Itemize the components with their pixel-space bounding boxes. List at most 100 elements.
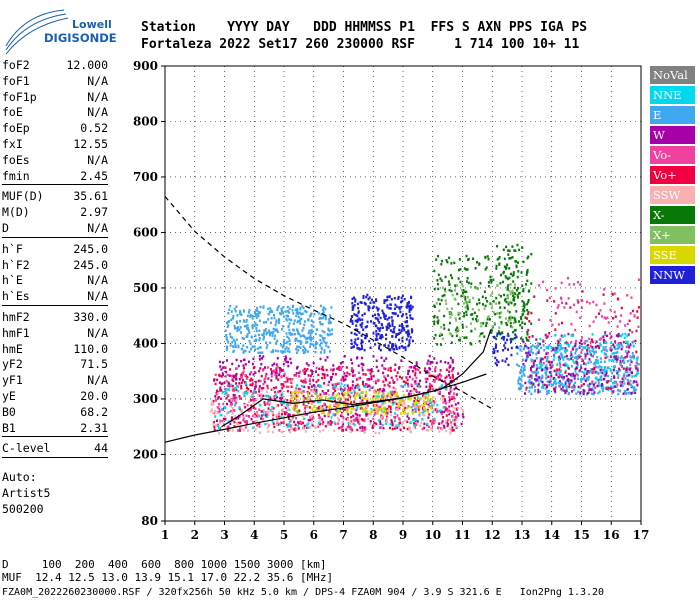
echo-point (402, 399, 405, 402)
echo-point (581, 348, 584, 352)
echo-point (546, 359, 549, 363)
param-value: 245.0 (73, 257, 108, 272)
echo-point (396, 426, 399, 429)
echo-point (496, 312, 498, 315)
echo-point (596, 371, 599, 374)
echo-point (262, 331, 265, 335)
echo-point (567, 379, 570, 383)
echo-point (244, 382, 247, 385)
echo-point (419, 424, 422, 427)
echo-point (560, 352, 563, 355)
echo-point (370, 368, 373, 371)
echo-point (515, 264, 518, 267)
echo-point (367, 307, 370, 311)
logo-product: DIGISONDE (44, 31, 117, 45)
echo-point (612, 365, 615, 368)
echo-point (302, 327, 305, 330)
echo-point (596, 378, 599, 381)
echo-point (230, 318, 233, 321)
echo-point (549, 366, 552, 370)
echo-point (447, 328, 450, 332)
echo-point (568, 385, 571, 389)
echo-point (256, 309, 259, 313)
echo-point (226, 388, 228, 391)
echo-point (373, 413, 376, 417)
echo-point (427, 394, 430, 397)
echo-point (302, 395, 305, 398)
echo-point (509, 338, 512, 341)
echo-point (335, 410, 338, 413)
echo-point (629, 363, 632, 366)
echo-point (607, 321, 610, 324)
echo-point (330, 378, 332, 381)
echo-point (626, 388, 629, 391)
echo-point (429, 387, 432, 390)
echo-point (412, 411, 415, 414)
echo-point (613, 375, 616, 378)
echo-point (342, 423, 345, 426)
echo-point (433, 357, 436, 360)
echo-point (522, 289, 525, 293)
echo-point (251, 325, 254, 328)
echo-point (563, 306, 566, 309)
echo-point (462, 289, 465, 292)
echo-point (235, 377, 238, 381)
echo-point (267, 307, 270, 311)
echo-point (414, 418, 417, 421)
echo-point (293, 374, 296, 377)
echo-point (296, 309, 299, 312)
echo-point (214, 395, 217, 398)
echo-point (356, 405, 359, 409)
echo-point (230, 383, 233, 386)
echo-point (401, 314, 403, 318)
echo-point (231, 336, 234, 339)
echo-point (627, 374, 630, 377)
echo-point (462, 415, 465, 419)
echo-point (398, 425, 401, 429)
echo-point (316, 398, 319, 402)
echo-point (309, 304, 312, 308)
echo-point (516, 294, 519, 297)
echo-point (335, 408, 337, 411)
echo-point (565, 385, 568, 388)
echo-point (492, 347, 495, 351)
echo-point (303, 424, 306, 428)
echo-point (478, 262, 481, 265)
echo-point (349, 391, 352, 394)
echo-point (493, 351, 496, 354)
echo-point (260, 389, 263, 392)
echo-point (367, 297, 370, 301)
echo-point (406, 415, 409, 418)
echo-point (254, 311, 256, 315)
echo-point (340, 377, 343, 381)
echo-point (609, 347, 612, 350)
echo-point (282, 385, 285, 388)
echo-point (290, 394, 293, 398)
echo-point (393, 390, 396, 394)
echo-point (393, 297, 396, 300)
echo-point (381, 389, 384, 393)
echo-point (310, 328, 313, 332)
echo-point (367, 308, 370, 312)
echo-point (265, 341, 268, 344)
param-value: N/A (87, 289, 108, 304)
echo-point (579, 386, 582, 390)
echo-point (274, 334, 277, 337)
echo-point (525, 283, 528, 286)
echo-point (377, 332, 380, 336)
echo-point (358, 414, 361, 417)
echo-point (345, 366, 348, 369)
echo-point (338, 397, 341, 401)
echo-point (295, 372, 298, 375)
echo-point (258, 337, 261, 340)
echo-point (392, 344, 394, 348)
echo-point (568, 383, 571, 386)
echo-point (239, 326, 242, 329)
echo-point (417, 405, 420, 409)
echo-point (339, 385, 342, 388)
echo-point (267, 313, 270, 316)
echo-point (256, 323, 259, 327)
echo-point (512, 321, 515, 325)
echo-point (386, 419, 389, 422)
echo-point (315, 388, 318, 392)
